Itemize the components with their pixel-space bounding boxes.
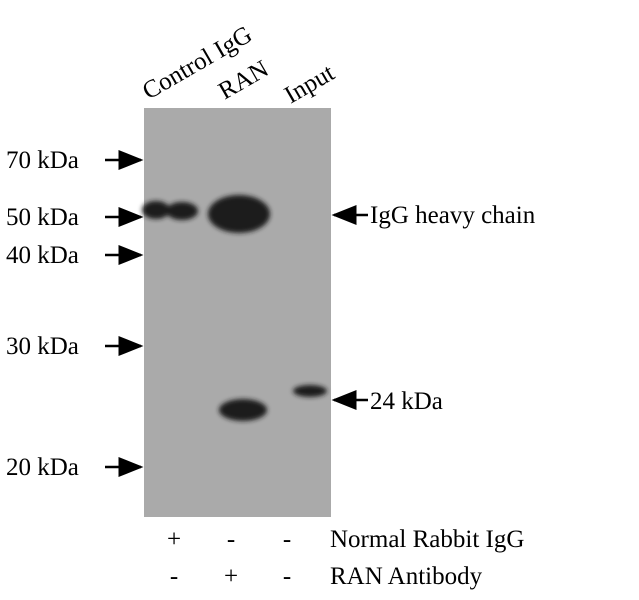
- marker-label-40: 40 kDa: [6, 242, 79, 269]
- marker-label-20: 20 kDa: [6, 454, 79, 481]
- sign-igg-lane2: -: [226, 526, 236, 553]
- sign-ran-lane1: -: [169, 563, 179, 590]
- sign-igg-lane1: +: [166, 526, 182, 553]
- band-control-igg-heavy-left: [142, 201, 170, 219]
- sign-igg-lane3: -: [282, 526, 292, 553]
- band-control-igg-heavy-right: [166, 202, 198, 220]
- condition-label-ran: RAN Antibody: [330, 563, 483, 590]
- marker-label-50: 50 kDa: [6, 204, 79, 231]
- target-label: 24 kDa: [370, 388, 443, 415]
- band-input-24kda: [293, 385, 327, 397]
- marker-label-30: 30 kDa: [6, 333, 79, 360]
- marker-label-70: 70 kDa: [6, 147, 79, 174]
- band-ran-heavy: [208, 195, 270, 233]
- band-ran-24kda: [219, 399, 267, 421]
- sign-ran-lane3: -: [282, 563, 292, 590]
- condition-label-igg: Normal Rabbit IgG: [330, 526, 525, 553]
- heavy-chain-label: IgG heavy chain: [370, 202, 536, 229]
- membrane: [144, 108, 331, 517]
- sign-ran-lane2: +: [223, 563, 239, 590]
